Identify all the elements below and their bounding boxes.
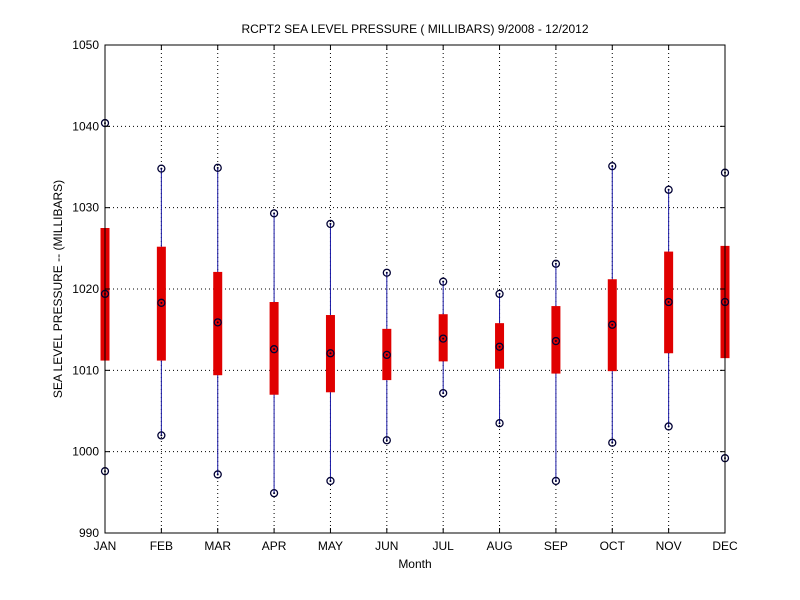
min-marker [157, 431, 166, 440]
x-tick-label-feb: FEB [150, 539, 173, 553]
month-box-sep [551, 259, 561, 486]
min-marker [439, 388, 448, 398]
median-marker [495, 342, 504, 351]
min-marker [551, 476, 561, 486]
x-tick-label-jul: JUL [433, 539, 455, 553]
y-tick-label: 1010 [72, 363, 99, 377]
median-marker-dot [667, 301, 670, 304]
y-tick-label: 1000 [72, 445, 99, 459]
x-tick-label-jan: JAN [94, 539, 117, 553]
median-marker [269, 345, 279, 354]
max-marker-dot [554, 262, 557, 265]
max-marker-dot [498, 292, 501, 295]
median-marker-dot [611, 323, 614, 326]
max-marker [495, 289, 504, 299]
y-axis-label: SEA LEVEL PRESSURE -- (MILLIBARS) [51, 180, 65, 398]
x-tick-label-may: MAY [318, 539, 343, 553]
month-box-feb [156, 164, 166, 440]
min-marker-dot [554, 479, 557, 482]
month-box-apr [269, 209, 279, 498]
min-marker-dot [442, 392, 445, 395]
iqr-box [213, 271, 223, 376]
max-marker-dot [160, 167, 163, 170]
max-marker-dot [442, 280, 445, 283]
min-marker-dot [216, 473, 219, 476]
median-marker-dot [385, 353, 388, 356]
min-marker [608, 438, 617, 447]
min-marker-dot [611, 441, 614, 444]
iqr-box [551, 306, 561, 374]
max-marker-dot [667, 188, 670, 191]
month-box-nov [664, 185, 674, 431]
min-marker-dot [273, 492, 276, 495]
y-tick-label: 1030 [72, 201, 99, 215]
median-marker [157, 298, 166, 307]
x-tick-label-oct: OCT [600, 539, 626, 553]
max-marker [382, 268, 391, 277]
chart-title: RCPT2 SEA LEVEL PRESSURE ( MILLIBARS) 9/… [241, 22, 588, 36]
median-marker-dot [216, 321, 219, 324]
y-tick-label: 990 [79, 526, 99, 540]
min-marker-dot [498, 422, 501, 425]
median-marker-dot [498, 345, 501, 348]
month-box-jun [382, 268, 392, 445]
median-marker [213, 318, 222, 327]
x-axis-label: Month [398, 557, 431, 571]
min-marker-dot [385, 439, 388, 442]
month-box-aug [495, 289, 505, 428]
max-marker-dot [273, 212, 276, 215]
median-marker-dot [442, 337, 445, 340]
x-tick-label-jun: JUN [375, 539, 398, 553]
min-marker [269, 488, 279, 498]
max-marker [551, 259, 561, 268]
max-marker [608, 162, 617, 171]
max-marker [439, 277, 448, 286]
y-tick-label: 1050 [72, 38, 99, 52]
min-marker-dot [160, 434, 163, 437]
median-marker-dot [329, 352, 332, 355]
min-marker-dot [329, 479, 332, 482]
max-marker-dot [329, 222, 332, 225]
min-marker [326, 476, 335, 486]
max-marker [269, 209, 279, 218]
min-marker [382, 436, 391, 445]
tick-layer: 990 1000 1010 1020 1030 1040 1050 JAN FEB MAR APR M… [72, 38, 738, 553]
x-tick-label-nov: NOV [656, 539, 682, 553]
max-marker-dot [385, 271, 388, 274]
x-tick-label-mar: MAR [204, 539, 231, 553]
min-marker [664, 422, 673, 431]
x-tick-label-dec: DEC [712, 539, 738, 553]
max-marker [326, 219, 335, 229]
median-marker [551, 336, 561, 346]
median-marker-dot [273, 348, 276, 351]
max-marker-dot [216, 166, 219, 169]
max-marker [157, 164, 166, 173]
median-marker [439, 334, 448, 343]
month-box-oct [607, 162, 617, 447]
median-marker [382, 350, 391, 360]
min-marker [495, 419, 504, 428]
max-marker [664, 185, 673, 194]
y-tick-label: 1020 [72, 282, 99, 296]
median-marker-dot [160, 301, 163, 304]
max-marker-dot [611, 165, 614, 168]
y-tick-label: 1040 [72, 119, 99, 133]
max-marker [213, 163, 222, 172]
min-marker [213, 470, 222, 479]
month-box-may [325, 219, 335, 486]
month-box-jul [438, 277, 448, 398]
median-marker-dot [554, 340, 557, 343]
median-marker [608, 320, 617, 329]
x-tick-label-aug: AUG [487, 539, 513, 553]
median-marker [664, 297, 673, 307]
median-marker [326, 349, 335, 358]
x-tick-label-apr: APR [262, 539, 287, 553]
x-tick-label-sep: SEP [544, 539, 568, 553]
min-marker-dot [667, 425, 670, 428]
month-box-mar [213, 163, 223, 479]
